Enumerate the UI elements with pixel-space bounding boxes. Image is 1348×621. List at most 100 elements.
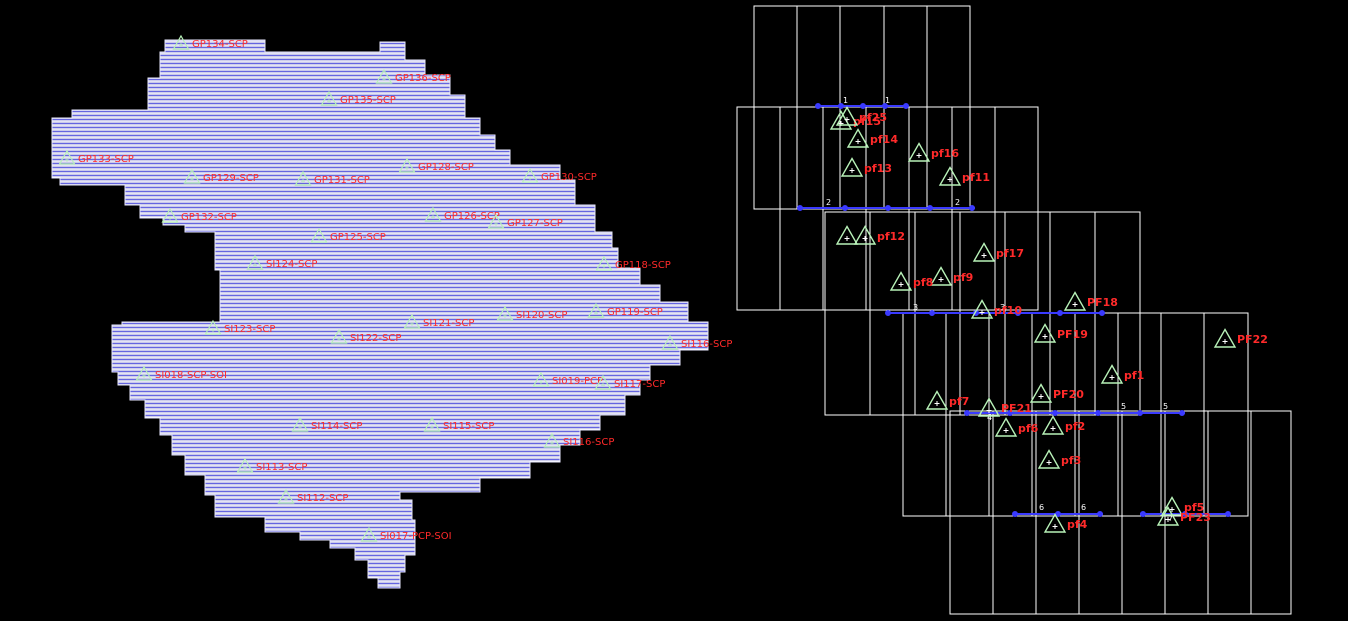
ground-control-point[interactable]: SI121-SCP (403, 314, 475, 329)
ground-control-point[interactable]: GP134-SCP (172, 35, 248, 50)
photo-control-point[interactable]: pf13 (841, 157, 892, 177)
photo-control-point[interactable]: PF23 (1157, 506, 1211, 526)
flight-line-number: 1 (843, 96, 848, 105)
photo-control-point[interactable]: pf7 (926, 390, 969, 410)
point-label: pf11 (962, 171, 990, 184)
triangle-marker-icon (1042, 415, 1064, 435)
ground-control-point[interactable]: GP128-SCP (398, 158, 474, 173)
point-label: SI122-SCP (350, 333, 401, 344)
point-label: SI018-SCP-SOI (155, 370, 227, 381)
ground-control-point[interactable]: GP126-SCP (424, 207, 500, 222)
flight-line-number: 6 (1081, 503, 1086, 512)
photo-control-point[interactable]: pf25 (836, 106, 887, 126)
ground-control-points: GP134-SCP GP136-SCP GP135-SCP GP133-SCP GP12… (58, 35, 733, 542)
ground-control-point[interactable]: SI115-SCP (423, 417, 495, 432)
flight-line-number: 4 (987, 413, 992, 422)
point-label: pf17 (996, 247, 1024, 260)
ground-control-point[interactable]: GP130-SCP (521, 168, 597, 183)
point-label: pf3 (1061, 454, 1081, 467)
ground-control-point[interactable]: GP135-SCP (320, 91, 396, 106)
photo-control-point[interactable]: PF19 (1034, 323, 1088, 343)
photo-control-point[interactable]: pf11 (939, 166, 990, 186)
point-label: GP134-SCP (192, 39, 248, 50)
ground-control-point[interactable]: GP127-SCP (487, 214, 563, 229)
photo-control-point[interactable]: pf6 (995, 417, 1039, 437)
point-label: pf14 (870, 133, 898, 146)
ground-control-point[interactable]: SI114-SCP (291, 417, 363, 432)
point-label: GP128-SCP (418, 162, 474, 173)
ground-control-point[interactable]: SI120-SCP (496, 306, 568, 321)
ground-control-point[interactable]: SI018-SCP-SOI (135, 366, 227, 381)
photo-control-point[interactable]: pf8 (890, 271, 933, 291)
photo-control-point[interactable]: pf5 (1161, 496, 1204, 516)
ground-control-point[interactable]: SI117-SCP (594, 375, 666, 390)
photo-control-point[interactable]: pf3 (1038, 449, 1081, 469)
flight-line-number: 3 (913, 303, 918, 312)
point-label: SI123-SCP (224, 324, 275, 335)
flight-line-number: 1 (885, 96, 890, 105)
point-label: pf12 (877, 230, 905, 243)
photo-control-point[interactable]: pf17 (973, 242, 1024, 262)
flight-line-number: 5 (1121, 402, 1126, 411)
point-label: SI113-SCP (256, 462, 307, 473)
triangle-marker-icon (908, 142, 930, 162)
point-label: pf2 (1065, 420, 1085, 433)
point-label: pf8 (913, 276, 933, 289)
point-label: GP133-SCP (78, 154, 134, 165)
photo-control-point[interactable]: pf16 (908, 142, 959, 162)
ground-control-point[interactable]: GP132-SCP (161, 208, 237, 223)
ground-control-point[interactable]: SI123-SCP (204, 320, 276, 335)
photo-control-point[interactable]: pf2 (1042, 415, 1085, 435)
photo-control-point[interactable]: PF18 (1064, 291, 1118, 311)
point-label: GP135-SCP (340, 95, 396, 106)
triangle-marker-icon (926, 390, 948, 410)
photo-control-point[interactable]: PF21 (978, 397, 1032, 417)
point-label: GP130-SCP (541, 172, 597, 183)
photo-control-point[interactable]: pf1 (1101, 364, 1144, 384)
ground-control-point[interactable]: GP133-SCP (58, 150, 134, 165)
photo-control-point[interactable]: pf10 (971, 299, 1022, 319)
ground-control-point[interactable]: SI116-SCP (661, 335, 733, 350)
point-label: pf25 (859, 111, 887, 124)
ground-control-point[interactable]: GP118-SCP (595, 256, 671, 271)
ground-control-point[interactable]: SI122-SCP (330, 329, 402, 344)
point-label: PF18 (1087, 296, 1118, 309)
ground-control-point[interactable]: SI116-SCP (543, 433, 615, 448)
point-label: pf16 (931, 147, 959, 160)
photo-control-point[interactable]: pf4 (1044, 513, 1088, 533)
point-label: SI116-SCP (681, 339, 732, 350)
ground-control-point[interactable]: GP125-SCP (310, 228, 386, 243)
point-label: SI121-SCP (423, 318, 474, 329)
point-label: SI124-SCP (266, 259, 317, 270)
photo-control-point[interactable]: pf9 (930, 266, 973, 286)
flight-line-number: 6 (1039, 503, 1044, 512)
flight-line-numbers: 1 1 2 2 3 3 4 5 5 6 6 7 (826, 96, 1173, 523)
ground-control-point[interactable]: SI112-SCP (277, 489, 349, 504)
ground-control-point[interactable]: GP129-SCP (183, 169, 259, 184)
point-label: pf7 (949, 395, 969, 408)
point-label: GP131-SCP (314, 175, 370, 186)
triangle-marker-icon (1038, 449, 1060, 469)
point-label: pf4 (1067, 518, 1088, 531)
ground-control-point[interactable]: GP136-SCP (375, 69, 451, 84)
photo-control-point[interactable]: PF20 (1030, 383, 1084, 403)
point-label: SI017-PCP-SOI (380, 531, 452, 542)
ground-control-point[interactable]: SI113-SCP (236, 458, 308, 473)
ground-control-point[interactable]: SI017-PCP-SOI (360, 527, 452, 542)
triangle-marker-icon (890, 271, 912, 291)
triangle-marker-icon (830, 110, 852, 130)
photo-control-point[interactable]: PF22 (1214, 328, 1268, 348)
point-label: SI114-SCP (311, 421, 362, 432)
point-label: SI120-SCP (516, 310, 567, 321)
point-label: pf5 (1184, 501, 1204, 514)
photo-control-point[interactable]: pf12 (854, 225, 905, 245)
ground-control-point[interactable]: GP119-SCP (587, 303, 663, 318)
photo-control-point[interactable]: pf15 (830, 110, 881, 130)
ground-control-point[interactable]: SI019-PCP (532, 372, 604, 387)
flight-line-number: 7 (1168, 514, 1173, 523)
ground-control-point[interactable]: SI124-SCP (246, 255, 318, 270)
flight-line-number: 2 (826, 198, 831, 207)
ground-control-point[interactable]: GP131-SCP (294, 171, 370, 186)
photo-control-point[interactable]: pf14 (847, 128, 898, 148)
